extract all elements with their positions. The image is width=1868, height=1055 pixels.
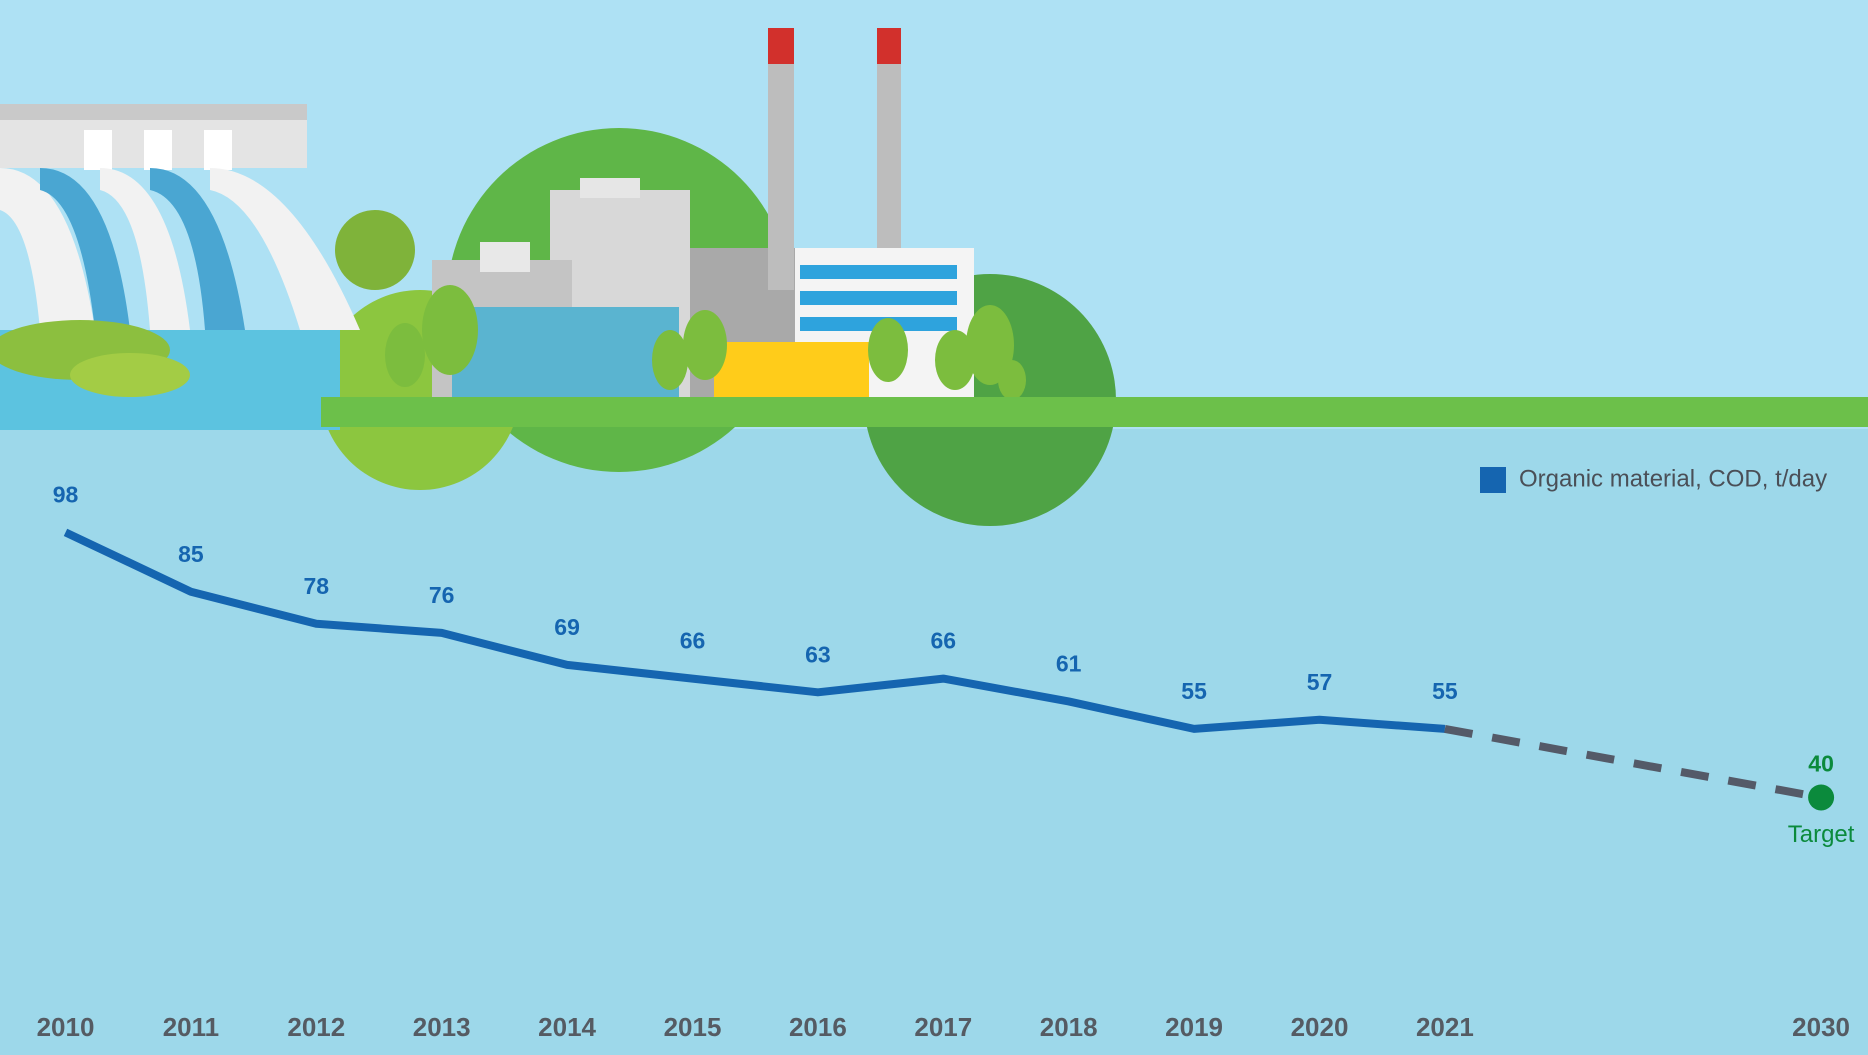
value-label: 63: [805, 641, 831, 667]
value-label: 55: [1432, 678, 1458, 704]
x-tick-label: 2013: [413, 1012, 471, 1042]
value-label: 66: [680, 628, 706, 654]
dam-arch: [100, 168, 190, 330]
target-value: 40: [1808, 751, 1834, 777]
value-label: 69: [554, 614, 580, 640]
value-label: 85: [178, 541, 204, 567]
bush: [335, 210, 415, 290]
x-tick-label: 2018: [1040, 1012, 1098, 1042]
x-tick-label: 2016: [789, 1012, 847, 1042]
legend-label: Organic material, COD, t/day: [1519, 465, 1827, 492]
dam-arch: [210, 168, 360, 330]
spillway: [40, 168, 130, 330]
dam-arch: [0, 168, 95, 330]
data-line: [63, 528, 1446, 733]
pillar: [84, 130, 112, 170]
x-tick-label: 2014: [538, 1012, 596, 1042]
stripe: [800, 291, 957, 305]
value-label: 55: [1181, 678, 1207, 704]
glass-building: [452, 307, 679, 397]
building: [580, 178, 640, 198]
legend-swatch: [1480, 467, 1506, 493]
bush: [70, 353, 190, 397]
chimney-top: [768, 28, 794, 64]
value-label: 57: [1307, 669, 1333, 695]
chimney-top: [877, 28, 901, 64]
chimney: [877, 30, 901, 260]
dam-top: [0, 104, 307, 120]
x-tick-label: 2010: [37, 1012, 95, 1042]
value-label: 61: [1056, 651, 1082, 677]
value-label: 78: [304, 573, 330, 599]
value-label: 98: [53, 481, 79, 507]
chimney: [768, 30, 794, 290]
legend: Organic material, COD, t/day: [1480, 465, 1827, 493]
x-tick-label: 2019: [1165, 1012, 1223, 1042]
water: [0, 429, 1868, 1055]
projection-line: [1444, 724, 1822, 802]
spillway: [150, 168, 245, 330]
x-tick-label: 2017: [914, 1012, 972, 1042]
pillar: [144, 130, 172, 170]
value-label: 66: [931, 628, 957, 654]
pillar: [204, 130, 232, 170]
x-tick-label: 2015: [664, 1012, 722, 1042]
x-tick-label: 2012: [287, 1012, 345, 1042]
ground: [321, 397, 1868, 427]
x-tick-label: 2021: [1416, 1012, 1474, 1042]
target-label: Target: [1788, 821, 1855, 848]
yellow-building: [714, 342, 869, 397]
value-label: 76: [429, 582, 455, 608]
x-tick-label: 2011: [163, 1012, 219, 1042]
x-tick-label: 2030: [1792, 1012, 1850, 1042]
x-tick-label: 2020: [1291, 1012, 1349, 1042]
stripe: [800, 265, 957, 279]
building: [480, 242, 530, 272]
trees: [385, 285, 1026, 400]
target-marker: [1808, 784, 1835, 811]
